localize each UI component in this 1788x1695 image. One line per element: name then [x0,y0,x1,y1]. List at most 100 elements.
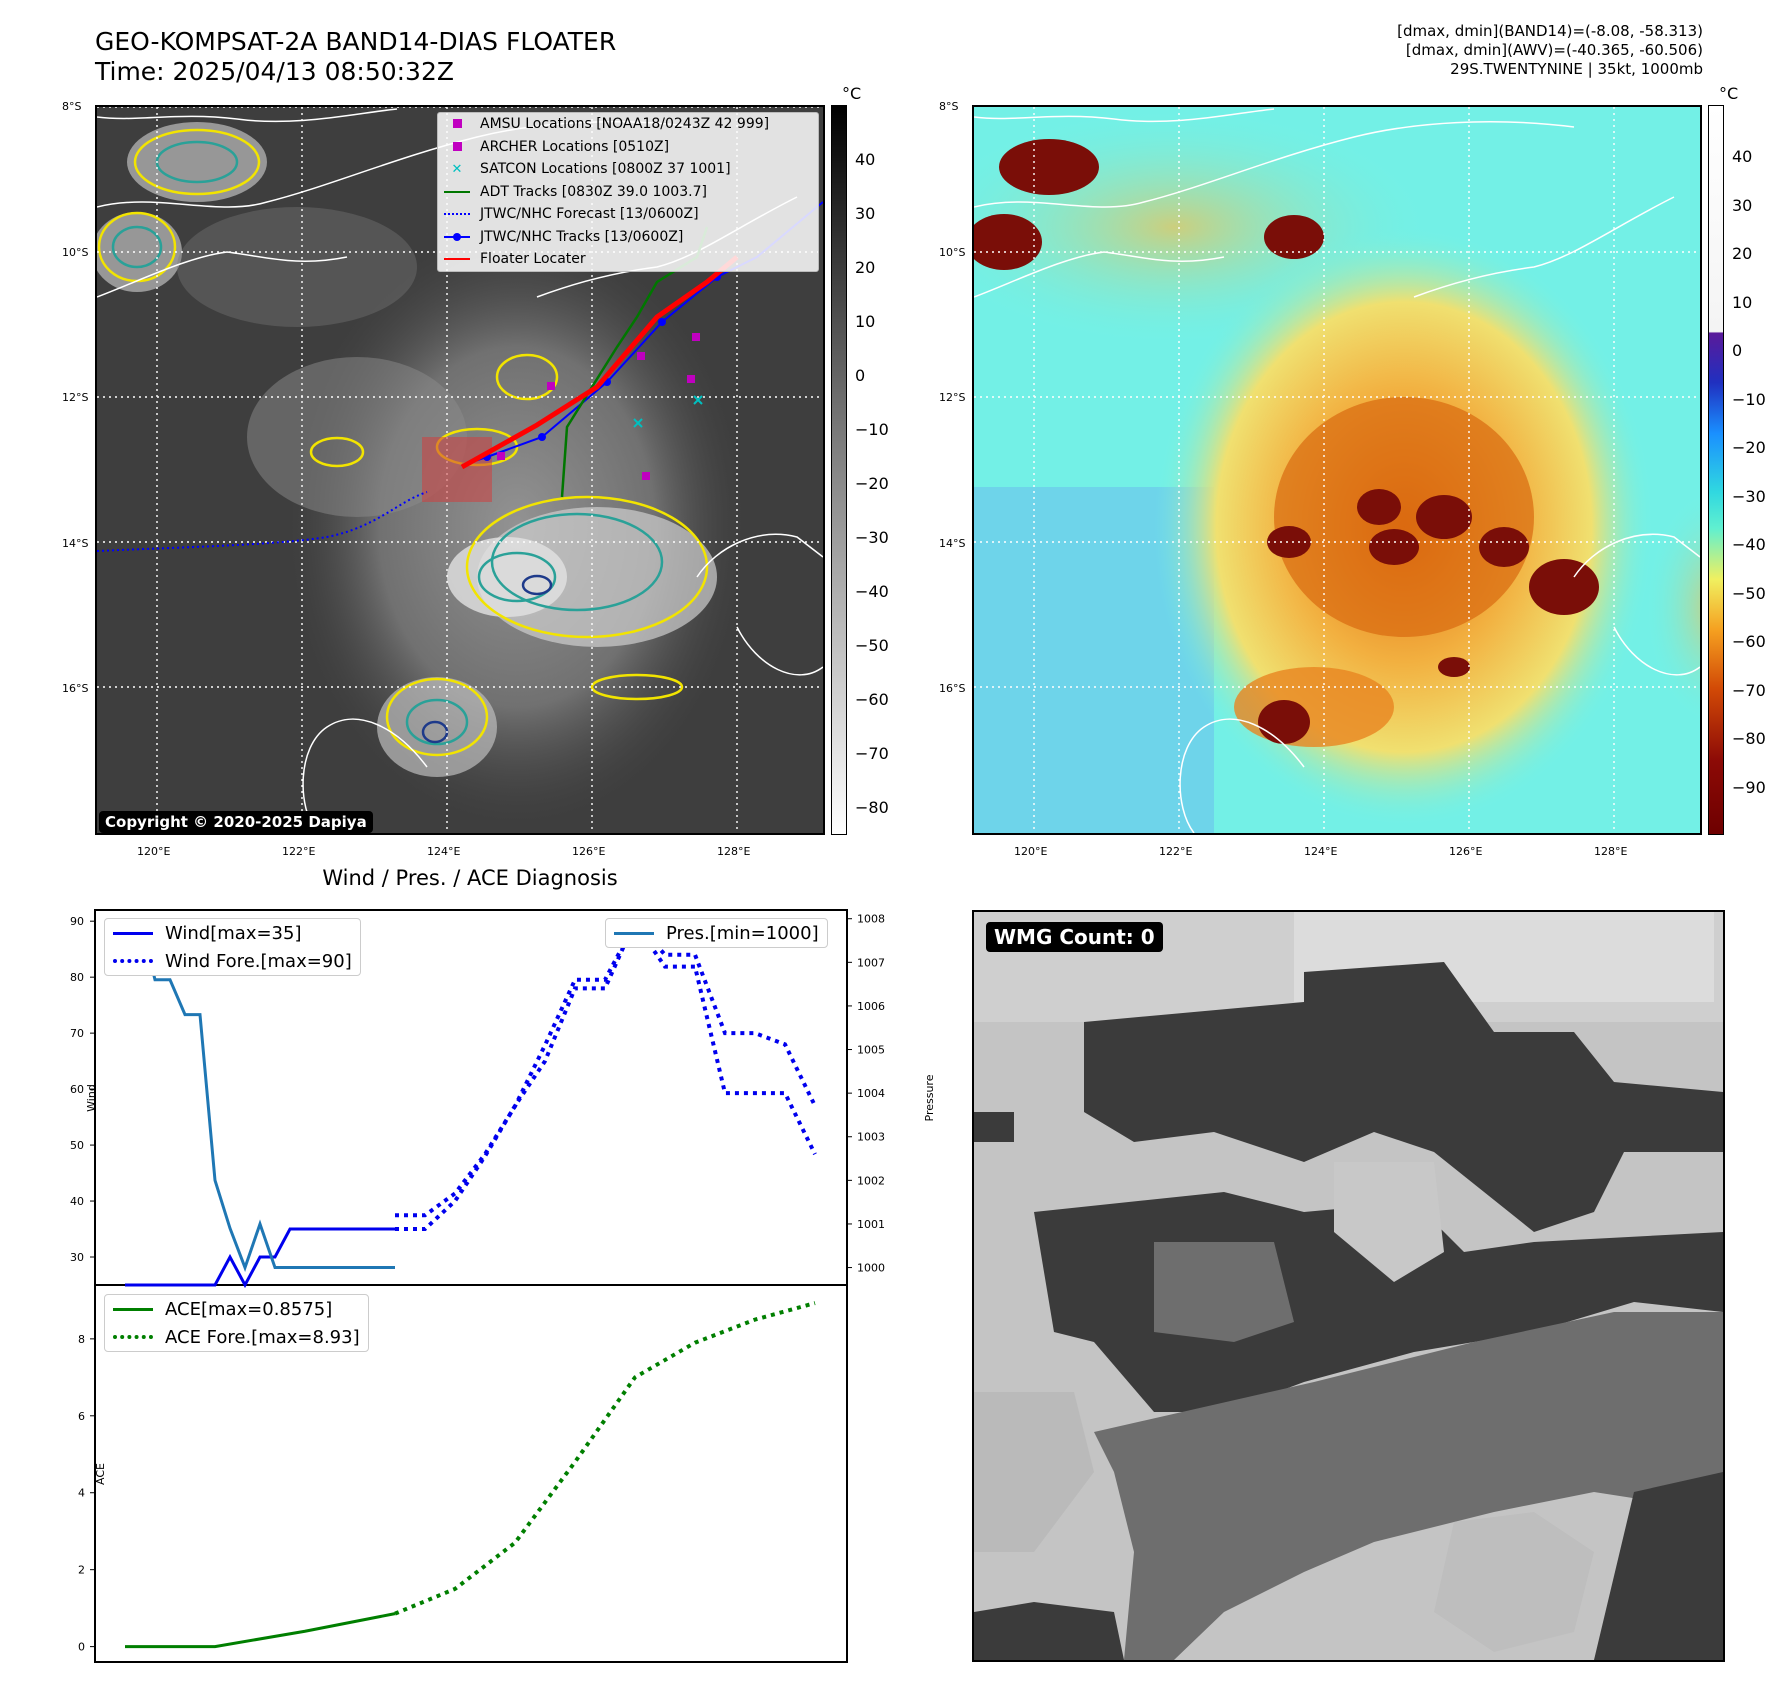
line-swatch-icon [614,931,654,935]
lat-label: 16°S [62,682,89,695]
line-swatch-icon [444,258,470,261]
colorbar-tick: 20 [855,258,876,277]
colorbar-tick: −20 [1732,438,1766,457]
diagnosis-title: Wind / Pres. / ACE Diagnosis [322,866,618,890]
colorbar-unit: °C [842,84,862,103]
line-swatch-icon [113,1307,153,1311]
ace-tick-label: 6 [78,1410,85,1423]
amsu-archer-markers [497,333,700,480]
pressure-tick-label: 1003 [857,1131,885,1144]
pressure-tick-label: 1000 [857,1262,885,1275]
series-line-3 [138,918,395,1272]
colorbar-tick: −90 [1732,777,1766,797]
colorbar-tick: −40 [855,582,889,601]
colorbar-tick: −50 [1732,583,1766,603]
meta-line-2: [dmax, dmin](AWV)=(-40.365, -60.506) [1405,41,1703,59]
wind-pressure-ticks: 90 80 70 60 50 40 30 1008 1007 1006 1005 1004 1003 10… [70,913,885,1275]
colorbar-unit: °C [1719,84,1739,103]
ace-ticks: 8 6 4 2 0 [78,1333,95,1654]
diagnosis-chart-svg: 9080706050403010081007100610051004100310… [70,909,936,1663]
legend-archer: ARCHER Locations [0510Z] [438,136,818,159]
colorbar-tick: −40 [1732,535,1766,554]
dotted-swatch-icon [113,1335,153,1339]
lat-label: 8°S [62,100,82,113]
colorbar-tick: 30 [855,204,876,223]
legend-label: Pres.[min=1000] [666,922,819,944]
wind-tick-label: 30 [70,1251,84,1264]
ace-tick-label: 2 [78,1564,85,1577]
lat-label: 14°S [939,537,966,550]
legend-label: Wind Fore.[max=90] [165,950,352,972]
pressure-tick-label: 1002 [857,1174,885,1187]
colorbar-tick: −10 [855,420,889,439]
line-swatch-icon [444,190,470,193]
awv-map-panel [972,105,1702,835]
lat-label: 16°S [939,682,966,695]
lat-label: 8°S [939,100,959,113]
ace-series-line-1 [125,1612,396,1649]
wind-pressure-lines [125,917,817,1289]
legend-pressure: Pres.[min=1000] [606,919,827,947]
colorbar-tick: −70 [1732,680,1766,700]
legend-adt: ADT Tracks [0830Z 39.0 1003.7] [438,181,818,204]
wind-tick-label: 90 [70,915,84,928]
satcon-markers [633,395,703,428]
legend-ace: ACE[max=0.8575] [105,1295,368,1323]
pressure-legend: Pres.[min=1000] [605,918,828,948]
legend-floater: Floater Locater [438,248,818,271]
legend-wind: Wind[max=35] [105,919,360,947]
series-line-1 [125,1227,395,1289]
lon-label: 122°E [282,845,316,858]
dotted-swatch-icon [113,959,153,963]
title-line-2: Time: 2025/04/13 08:50:32Z [95,57,454,86]
pressure-tick-label: 1008 [857,913,885,926]
colorbar-tick: −60 [1732,632,1766,651]
legend-ace-forecast: ACE Fore.[max=8.93] [105,1323,368,1351]
ace-legend: ACE[max=0.8575] ACE Fore.[max=8.93] [104,1294,369,1352]
legend-label: ARCHER Locations [0510Z] [480,138,670,155]
legend-label: SATCON Locations [0800Z 37 1001] [480,161,731,178]
lat-label: 10°S [62,246,89,259]
legend-label: JTWC/NHC Tracks [13/0600Z] [480,228,684,245]
lon-label: 124°E [1304,845,1338,858]
ace-lines [125,1301,816,1649]
legend-jtwc-tracks: JTWC/NHC Tracks [13/0600Z] [438,226,818,249]
wmg-count-badge: WMG Count: 0 [986,922,1163,952]
legend-label: JTWC/NHC Forecast [13/0600Z] [480,206,699,223]
lon-label: 122°E [1159,845,1193,858]
legend-wind-forecast: Wind Fore.[max=90] [105,947,360,975]
lon-label: 126°E [572,845,606,858]
legend-label: Floater Locater [480,251,586,268]
wind-legend: Wind[max=35] Wind Fore.[max=90] [104,918,361,976]
lat-label: 12°S [62,391,89,404]
wind-tick-label: 50 [70,1139,84,1152]
legend-amsu: AMSU Locations [NOAA18/0243Z 42 999] [438,113,818,136]
pressure-tick-label: 1007 [857,956,885,969]
colorbar-tick: −70 [855,744,889,763]
colorbar-tick: 0 [1732,341,1743,360]
legend-label: ACE[max=0.8575] [165,1298,333,1320]
ace-tick-label: 0 [78,1641,85,1654]
ace-axis-label: ACE [94,1463,107,1485]
wind-axis-label: Wind [85,1084,98,1112]
wmg-image-svg [974,912,1723,1660]
colorbar-tick: −20 [855,474,889,493]
floater-box [422,437,492,502]
colorbar-tick: 10 [855,312,876,331]
jtwc-forecast-track [97,491,428,552]
copyright-badge: Copyright © 2020-2025 Dapiya [99,811,373,833]
colorbar-tick: 40 [1732,147,1753,166]
lon-label: 128°E [717,845,751,858]
lon-label: 128°E [1594,845,1628,858]
line-dot-swatch-icon [444,232,470,241]
lat-label: 14°S [62,537,89,550]
line-swatch-icon [113,931,153,935]
wind-tick-label: 70 [70,1027,84,1040]
colorbar-tick: −60 [855,690,889,709]
pressure-tick-label: 1006 [857,1000,885,1013]
ace-tick-label: 4 [78,1487,85,1500]
colorbar-tick: 30 [1732,195,1753,215]
colorbar-tick: −80 [1732,729,1766,748]
band14-colorbar [831,105,847,835]
pressure-axis-label: Pressure [923,1074,936,1121]
